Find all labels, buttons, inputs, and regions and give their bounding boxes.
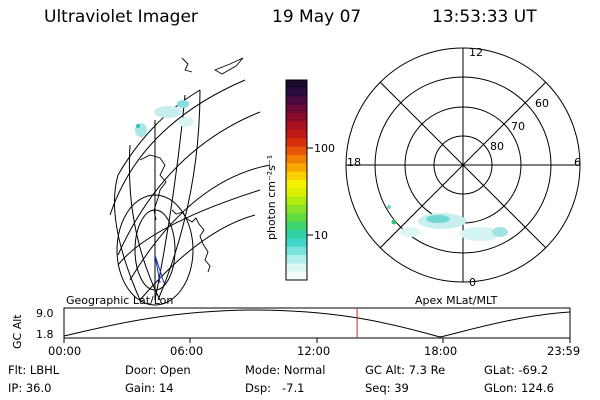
info-dsp: Dsp: -7.1 <box>245 381 305 395</box>
colorbar-cell <box>286 230 307 239</box>
colorbar-cell <box>286 271 307 281</box>
colorbar-cell <box>286 146 307 156</box>
colorbar-tick-10: 10 <box>314 229 328 242</box>
info-glat: GLat: -69.2 <box>484 363 549 377</box>
info-glon: GLon: 124.6 <box>484 381 554 395</box>
info-flt: Flt: LBHL <box>8 363 60 377</box>
altitude-curve <box>63 309 571 338</box>
colorbar-cell <box>286 255 307 264</box>
colorbar-cell <box>286 196 307 206</box>
footprint-lines <box>154 254 165 284</box>
colorbar-cell <box>286 205 307 214</box>
colorbar-cell <box>286 163 307 173</box>
timeline-ymax: 9.0 <box>36 307 54 320</box>
mlt-label-6: 6 <box>574 156 581 169</box>
colorbar-cell <box>286 171 307 181</box>
timeline-tick-3: 18:00 <box>424 344 458 358</box>
colorbar-cell <box>286 246 307 256</box>
timeline-tick-0: 00:00 <box>48 344 82 358</box>
mlat-label-60: 60 <box>535 97 549 110</box>
colorbar-cell <box>286 221 307 231</box>
timeline-tick-1: 06:00 <box>170 344 204 358</box>
mlat-label-80: 80 <box>490 140 504 153</box>
info-gcalt: GC Alt: 7.3 Re <box>365 363 446 377</box>
colorbar-cell <box>286 80 307 89</box>
timeline-ymin: 1.8 <box>36 328 54 341</box>
info-gain: Gain: 14 <box>125 381 174 395</box>
colorbar-cell <box>286 105 307 114</box>
mlat-label-70: 70 <box>511 120 525 133</box>
timeline-tick-2: 12:00 <box>297 344 331 358</box>
timeline-right-caption: Apex MLat/MLT <box>415 294 498 307</box>
info-mode: Mode: Normal <box>245 363 326 377</box>
time-label: 13:53:33 UT <box>432 7 537 27</box>
info-ip: IP: 36.0 <box>8 381 52 395</box>
colorbar-cell <box>286 130 307 139</box>
timeline-tick-4: 23:59 <box>547 344 581 358</box>
date-label: 19 May 07 <box>272 7 362 27</box>
instrument-title: Ultraviolet Imager <box>44 7 198 27</box>
colorbar-cell <box>286 96 307 106</box>
colorbar-cell <box>286 138 307 148</box>
colorbar-cell <box>286 238 307 248</box>
mlt-label-12: 12 <box>469 46 483 59</box>
timeline-left-caption: Geographic Lat/Lon <box>66 294 174 307</box>
colorbar-cell <box>286 155 307 164</box>
mlt-label-18: 18 <box>347 156 361 169</box>
colorbar-cell <box>286 88 307 98</box>
info-seq: Seq: 39 <box>365 381 409 395</box>
colorbar-cell <box>286 121 307 131</box>
colorbar-tick-100: 100 <box>314 142 335 155</box>
colorbar-cell <box>286 180 307 189</box>
map-aurora <box>135 100 194 137</box>
polar-aurora <box>387 205 508 241</box>
colorbar-cell <box>286 263 307 273</box>
info-door: Door: Open <box>125 363 191 377</box>
colorbar-cell <box>286 188 307 198</box>
coastline <box>139 57 244 273</box>
colorbar-cell <box>286 113 307 123</box>
mlt-label-0: 0 <box>469 276 476 289</box>
colorbar-cell <box>286 213 307 223</box>
